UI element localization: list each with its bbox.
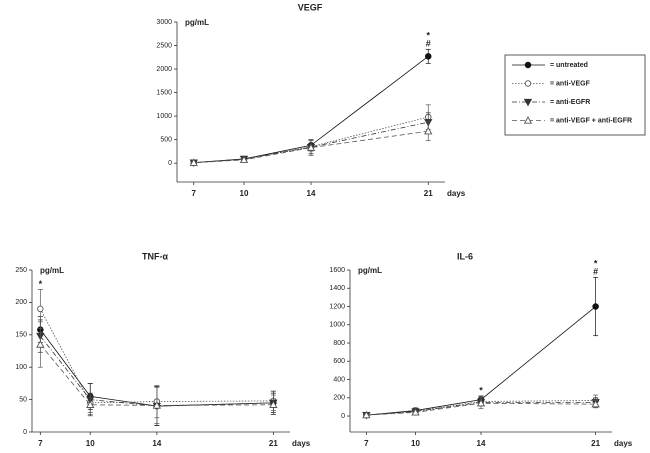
marker — [37, 305, 44, 313]
marker — [524, 61, 532, 69]
marker — [424, 126, 433, 135]
y-tick-label: 1000 — [329, 322, 345, 329]
chart: TNF-α pg/mL days 0 50 100 150 200 250 7 10 14 21 * — [15, 251, 310, 448]
y-tick-label: 1500 — [156, 89, 172, 96]
x-axis-label: days — [292, 439, 311, 448]
x-tick-label: 7 — [192, 189, 197, 198]
marker — [189, 158, 198, 166]
y-axis-label: pg/mL — [40, 266, 64, 275]
y-tick-label: 800 — [333, 340, 345, 347]
marker — [86, 400, 95, 408]
x-tick-label: 14 — [307, 189, 316, 198]
y-tick-label: 1200 — [329, 303, 345, 310]
x-tick-label: 14 — [152, 439, 161, 448]
x-tick-label: 10 — [86, 439, 95, 448]
y-tick-label: 3000 — [156, 19, 172, 26]
marker — [476, 398, 486, 407]
series-line — [193, 121, 429, 164]
series-line — [40, 335, 274, 407]
y-tick-label: 200 — [15, 299, 27, 306]
y-tick-label: 2000 — [156, 66, 172, 73]
annotation: * — [39, 279, 43, 289]
y-tick-label: 0 — [341, 413, 345, 420]
series-line — [366, 401, 596, 416]
y-tick-label: 600 — [333, 358, 345, 365]
legend-label: = anti-VEGF — [550, 80, 591, 87]
annotation: # — [426, 39, 431, 49]
marker — [306, 143, 316, 151]
marker — [239, 155, 249, 164]
y-tick-label: 250 — [15, 267, 27, 274]
x-tick-label: 10 — [411, 439, 420, 448]
marker — [152, 401, 162, 409]
chart: VEGF pg/mL days 0 500 1000 1500 2000 2500 3000 7 10… — [156, 2, 465, 198]
y-tick-label: 0 — [168, 160, 172, 167]
x-tick-label: 21 — [269, 439, 278, 448]
y-tick-label: 100 — [15, 364, 27, 371]
x-axis-label: days — [447, 189, 466, 198]
series-line — [366, 306, 596, 416]
y-tick-label: 1600 — [329, 267, 345, 274]
legend-label: = untreated — [550, 62, 588, 69]
marker — [36, 340, 45, 348]
y-tick-label: 500 — [160, 136, 172, 143]
x-tick-label: 7 — [38, 439, 43, 448]
legend: = untreated = anti-VEGF = anti-EGFR = anti-… — [504, 54, 646, 136]
x-tick-label: 7 — [364, 439, 369, 448]
series-line — [40, 329, 274, 407]
y-tick-label: 2500 — [156, 42, 172, 49]
chart-title: TNF-α — [142, 251, 168, 261]
chart: IL-6 pg/mL days 0 200 400 600 800 1000 1200 1400 16… — [329, 251, 632, 448]
series-line — [366, 402, 596, 416]
chart-title: VEGF — [298, 2, 323, 12]
marker — [362, 410, 371, 419]
y-axis-label: pg/mL — [358, 266, 382, 275]
annotation: * — [479, 385, 483, 395]
chart-title: IL-6 — [457, 251, 473, 261]
y-axis-label: pg/mL — [185, 18, 209, 27]
y-tick-label: 200 — [333, 395, 345, 402]
y-tick-label: 0 — [23, 429, 27, 436]
y-tick-label: 50 — [19, 396, 27, 403]
marker — [523, 116, 533, 124]
marker — [425, 53, 432, 60]
annotation: # — [593, 267, 598, 277]
marker — [269, 400, 278, 408]
y-tick-label: 150 — [15, 332, 27, 339]
marker — [592, 303, 599, 310]
series-line — [40, 344, 274, 406]
series-line — [193, 130, 429, 164]
y-tick-label: 1400 — [329, 285, 345, 292]
y-tick-label: 1000 — [156, 113, 172, 120]
y-tick-label: 400 — [333, 376, 345, 383]
annotation: * — [594, 259, 598, 269]
marker — [524, 80, 532, 87]
marker — [591, 399, 600, 408]
x-tick-label: 21 — [424, 189, 433, 198]
series-line — [39, 308, 274, 404]
x-tick-label: 10 — [240, 189, 249, 198]
annotation: * — [426, 31, 430, 41]
marker — [523, 98, 533, 107]
x-axis-label: days — [614, 439, 633, 448]
x-tick-label: 14 — [477, 439, 486, 448]
marker — [411, 408, 420, 416]
legend-label: = anti-EGFR — [550, 99, 590, 106]
legend-label: = anti-VEGF + anti-EGFR — [550, 117, 632, 124]
x-tick-label: 21 — [591, 439, 600, 448]
